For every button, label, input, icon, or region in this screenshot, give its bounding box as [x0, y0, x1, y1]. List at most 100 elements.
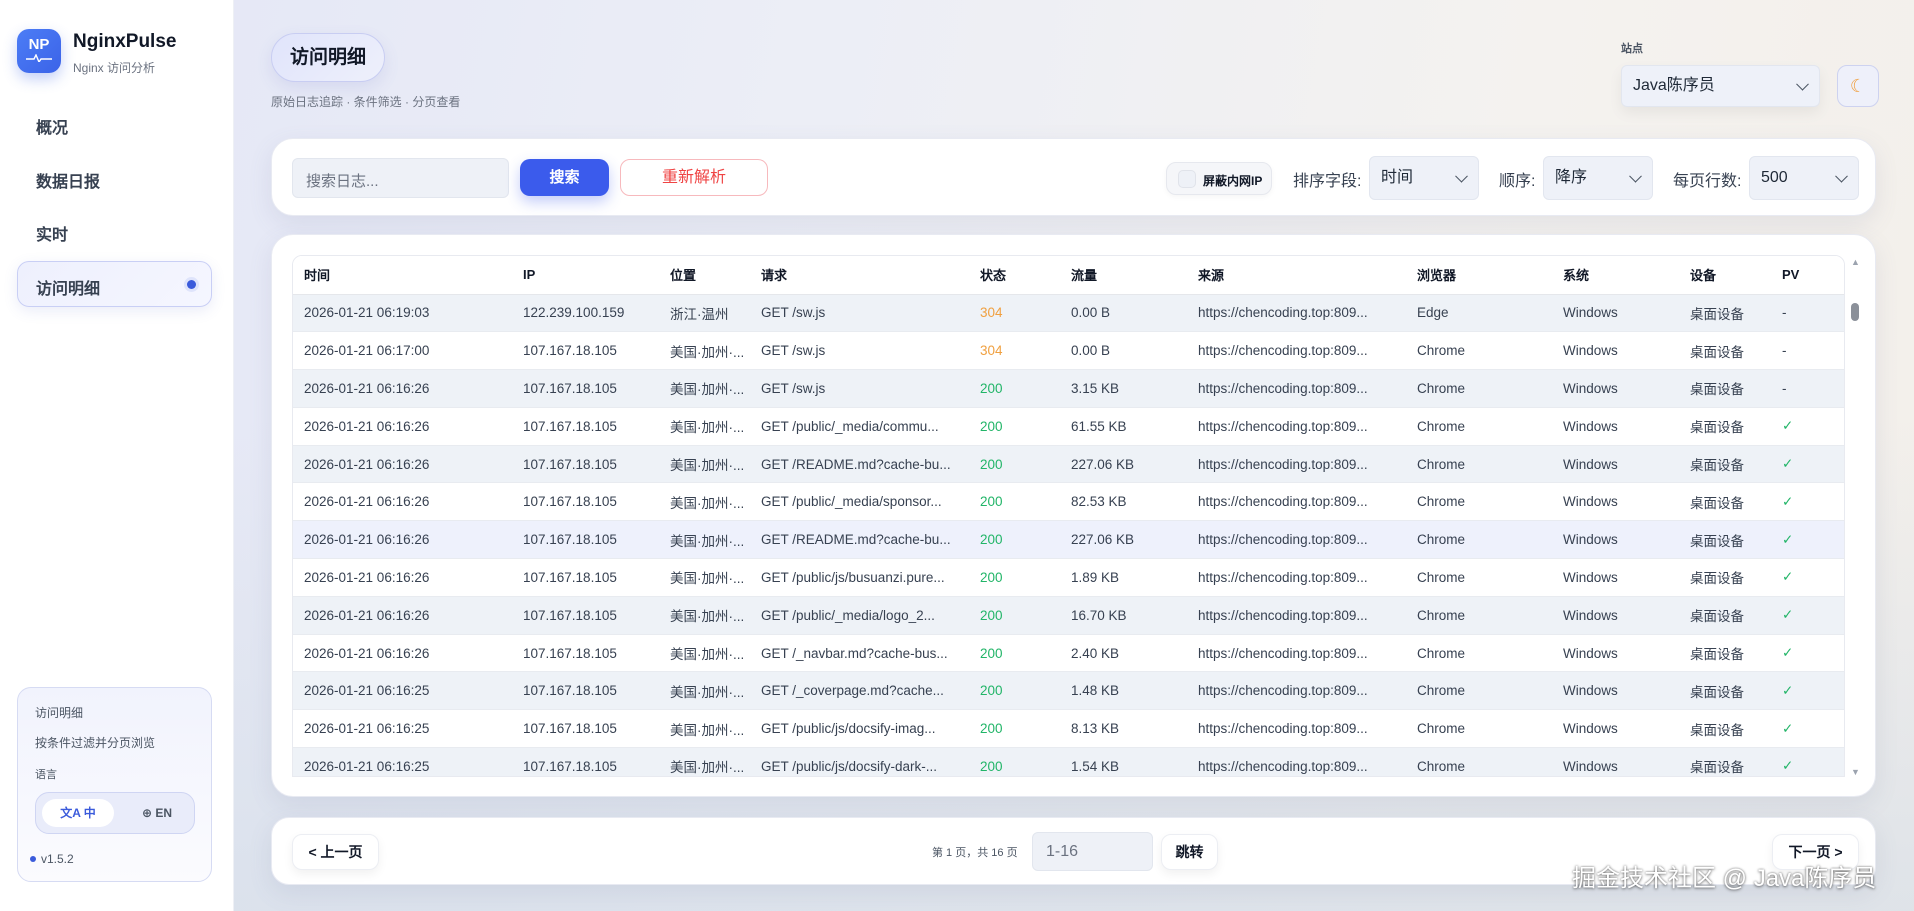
pv-cell: -: [1771, 369, 1844, 408]
request-cell: GET /public/_media/sponsor...: [750, 482, 969, 522]
referer-cell: https://chencoding.top:809...: [1187, 294, 1406, 333]
reparse-button[interactable]: 重新解析: [620, 159, 768, 196]
browser-cell: Chrome: [1406, 331, 1552, 371]
referer-cell: https://chencoding.top:809...: [1187, 369, 1406, 408]
table-row[interactable]: 2026-01-21 06:16:26 107.167.18.105 美国·加州·.…: [293, 369, 1844, 408]
ip-cell: 107.167.18.105: [512, 596, 659, 635]
status-cell: 200: [969, 558, 1060, 597]
search-input[interactable]: 搜索日志...: [292, 158, 509, 198]
table-row[interactable]: 2026-01-21 06:19:03 122.239.100.159 浙江·温州 G…: [293, 294, 1844, 333]
filter-bar: 搜索日志... 搜索 重新解析 屏蔽内网IP 排序字段: 时间 顺序: 降序 每…: [271, 138, 1876, 216]
page-size-select[interactable]: 500: [1749, 156, 1859, 200]
device-cell: 桌面设备: [1679, 596, 1771, 635]
column-header[interactable]: 系统: [1552, 256, 1679, 295]
request-cell: GET /public/_media/commu...: [750, 407, 969, 446]
watermark: 掘金技术社区 @ Java陈序员: [1572, 865, 1877, 892]
lang-zh-button[interactable]: 文A 中: [42, 799, 114, 827]
column-header[interactable]: 来源: [1187, 256, 1406, 295]
time-cell: 2026-01-21 06:16:26: [293, 558, 512, 597]
status-cell: 200: [969, 596, 1060, 635]
jump-button[interactable]: 跳转: [1161, 834, 1218, 870]
column-header[interactable]: 时间: [293, 256, 512, 295]
device-cell: 桌面设备: [1679, 294, 1771, 333]
column-header[interactable]: 流量: [1060, 256, 1187, 295]
location-cell: 美国·加州·...: [659, 634, 750, 673]
sidebar-item-realtime[interactable]: 实时: [36, 227, 69, 244]
table-row[interactable]: 2026-01-21 06:16:26 107.167.18.105 美国·加州·.…: [293, 520, 1844, 560]
table-row[interactable]: 2026-01-21 06:16:26 107.167.18.105 美国·加州·.…: [293, 558, 1844, 597]
traffic-cell: 3.15 KB: [1060, 369, 1187, 408]
sidebar-item-daily-report[interactable]: 数据日报: [36, 174, 101, 191]
chevron-down-icon: [1796, 77, 1809, 91]
prev-page-button[interactable]: < 上一页: [292, 834, 379, 870]
request-cell: GET /sw.js: [750, 369, 969, 408]
referer-cell: https://chencoding.top:809...: [1187, 634, 1406, 673]
mask-ip-label: 屏蔽内网IP: [1203, 174, 1263, 188]
table-row[interactable]: 2026-01-21 06:16:26 107.167.18.105 美国·加州·.…: [293, 634, 1844, 673]
table-scrollbar[interactable]: ▲ ▼: [1849, 257, 1860, 777]
status-cell: 200: [969, 369, 1060, 408]
column-header[interactable]: 设备: [1679, 256, 1771, 295]
column-header[interactable]: 状态: [969, 256, 1060, 295]
table-row[interactable]: 2026-01-21 06:16:25 107.167.18.105 美国·加州·.…: [293, 671, 1844, 711]
device-cell: 桌面设备: [1679, 747, 1771, 776]
device-cell: 桌面设备: [1679, 520, 1771, 560]
sort-field-select[interactable]: 时间: [1369, 156, 1479, 200]
referer-cell: https://chencoding.top:809...: [1187, 331, 1406, 371]
device-cell: 桌面设备: [1679, 331, 1771, 371]
moon-icon: ☾: [1849, 76, 1867, 96]
page-jump-input[interactable]: 1-16: [1032, 832, 1153, 871]
table-row[interactable]: 2026-01-21 06:16:25 107.167.18.105 美国·加州·.…: [293, 747, 1844, 776]
request-cell: GET /public/_media/logo_2...: [750, 596, 969, 635]
site-select[interactable]: Java陈序员: [1621, 65, 1820, 107]
scroll-up-arrow-icon[interactable]: ▲: [1851, 257, 1860, 267]
lang-en-button[interactable]: ⊕ EN: [141, 806, 173, 820]
table-row[interactable]: 2026-01-21 06:16:25 107.167.18.105 美国·加州·.…: [293, 709, 1844, 749]
app-name: NginxPulse: [73, 31, 177, 52]
request-cell: GET /sw.js: [750, 331, 969, 371]
sidebar-item-overview[interactable]: 概况: [36, 120, 69, 137]
column-header[interactable]: 浏览器: [1406, 256, 1552, 295]
column-header[interactable]: IP: [512, 256, 659, 295]
order-select[interactable]: 降序: [1543, 156, 1653, 200]
search-button[interactable]: 搜索: [520, 159, 609, 196]
table-row[interactable]: 2026-01-21 06:16:26 107.167.18.105 美国·加州·.…: [293, 596, 1844, 635]
table-row[interactable]: 2026-01-21 06:17:00 107.167.18.105 美国·加州·.…: [293, 331, 1844, 371]
location-cell: 美国·加州·...: [659, 596, 750, 635]
page-subtitle: 原始日志追踪 · 条件筛选 · 分页查看: [271, 95, 461, 109]
column-header[interactable]: PV: [1771, 256, 1844, 295]
traffic-cell: 8.13 KB: [1060, 709, 1187, 749]
request-cell: GET /public/js/docsify-dark-...: [750, 747, 969, 776]
referer-cell: https://chencoding.top:809...: [1187, 520, 1406, 560]
location-cell: 美国·加州·...: [659, 520, 750, 560]
chevron-down-icon: [1629, 169, 1642, 183]
browser-cell: Edge: [1406, 294, 1552, 333]
time-cell: 2026-01-21 06:16:26: [293, 369, 512, 408]
scrollbar-thumb[interactable]: [1851, 303, 1859, 321]
traffic-cell: 16.70 KB: [1060, 596, 1187, 635]
column-header[interactable]: 请求: [750, 256, 969, 295]
referer-cell: https://chencoding.top:809...: [1187, 709, 1406, 749]
table-row[interactable]: 2026-01-21 06:16:26 107.167.18.105 美国·加州·.…: [293, 407, 1844, 446]
mask-intranet-ip-toggle[interactable]: 屏蔽内网IP: [1166, 162, 1272, 195]
location-cell: 美国·加州·...: [659, 445, 750, 484]
scroll-down-arrow-icon[interactable]: ▼: [1851, 767, 1860, 777]
checkbox[interactable]: [1178, 170, 1196, 188]
sidebar-item-access-detail[interactable]: 访问明细: [17, 261, 212, 307]
translate-icon: 文A: [60, 806, 84, 820]
table-row[interactable]: 2026-01-21 06:16:26 107.167.18.105 美国·加州·.…: [293, 445, 1844, 484]
pv-cell: ✓: [1771, 747, 1844, 776]
next-page-button[interactable]: 下一页 >: [1772, 834, 1859, 870]
location-cell: 美国·加州·...: [659, 709, 750, 749]
theme-toggle-button[interactable]: ☾: [1837, 65, 1879, 107]
traffic-cell: 0.00 B: [1060, 331, 1187, 371]
os-cell: Windows: [1552, 294, 1679, 333]
browser-cell: Chrome: [1406, 709, 1552, 749]
os-cell: Windows: [1552, 369, 1679, 408]
table-row[interactable]: 2026-01-21 06:16:26 107.167.18.105 美国·加州·.…: [293, 482, 1844, 522]
column-header[interactable]: 位置: [659, 256, 750, 295]
ip-cell: 107.167.18.105: [512, 445, 659, 484]
request-cell: GET /README.md?cache-bu...: [750, 520, 969, 560]
os-cell: Windows: [1552, 520, 1679, 560]
pv-cell: ✓: [1771, 558, 1844, 597]
